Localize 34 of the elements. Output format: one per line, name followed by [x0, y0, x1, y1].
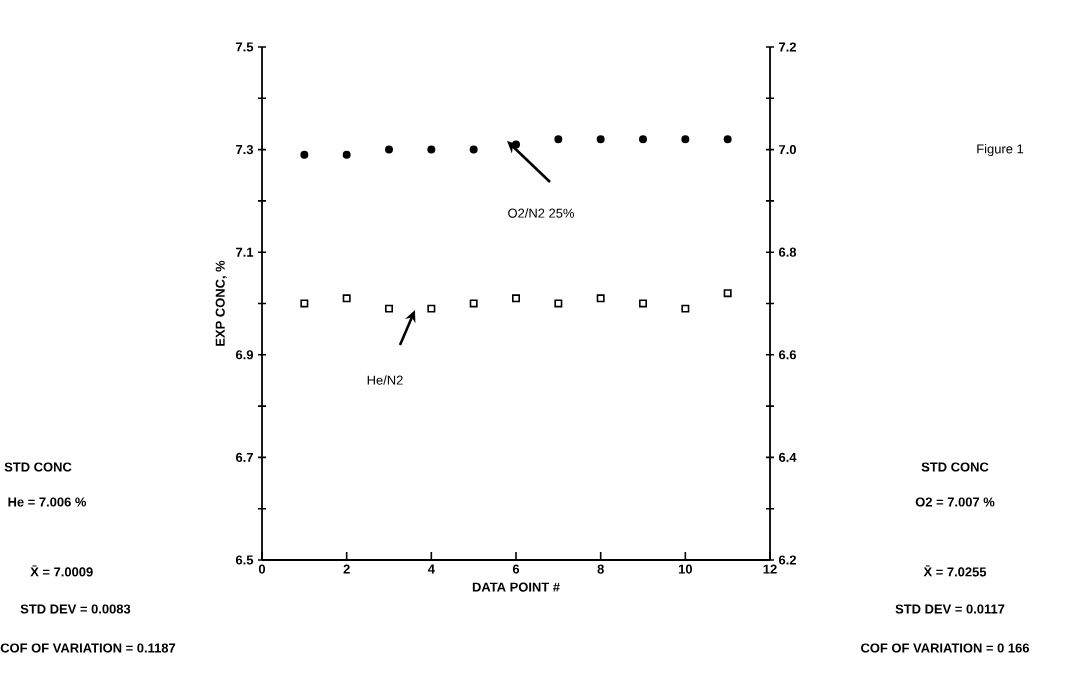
- annotation: O2/N2 25%: [508, 208, 575, 218]
- y-tick-label: 7.1: [236, 247, 254, 257]
- y-axis-title: EXP CONC, %: [215, 260, 227, 346]
- text: X̄ = 7.0255: [923, 565, 987, 577]
- y2-tick-label: 7.2: [779, 42, 796, 52]
- text: He = 7.006 %: [8, 497, 87, 507]
- y2-tick-label: 6.4: [778, 452, 797, 462]
- y-tick-label: 6.7: [235, 452, 253, 462]
- text: X̄ = 7.0009: [30, 565, 93, 577]
- text: COF OF VARIATION = 0.1187: [0, 643, 176, 653]
- text: COF OF VARIATION = 0 166: [861, 643, 1030, 653]
- text: STD CONC: [4, 462, 72, 472]
- y-tick-label: 7.3: [236, 144, 254, 155]
- x-tick-label: 10: [678, 564, 693, 574]
- text: STD DEV = 0.0083: [20, 604, 131, 614]
- text: STD CONC: [921, 462, 989, 472]
- y-tick-label: 6.9: [235, 350, 254, 360]
- caption: Figure 1: [977, 143, 1024, 157]
- y2-tick-label: 6.2: [778, 555, 796, 565]
- x-axis-title: DATA POINT #: [472, 582, 560, 592]
- x-tick-label: 4: [427, 564, 435, 574]
- text: STD DEV = 0.0117: [895, 604, 1005, 614]
- x-tick-label: 0: [258, 564, 266, 574]
- y-tick-label: 7.5: [236, 42, 254, 52]
- y2-tick-label: 7.0: [779, 144, 796, 155]
- text: O2 = 7.007 %: [915, 497, 995, 507]
- x-tick-label: 12: [763, 564, 777, 574]
- y2-tick-label: 6.6: [778, 350, 797, 360]
- x-tick-label: 2: [343, 564, 350, 574]
- y2-tick-label: 6.8: [778, 247, 797, 257]
- x-tick-label: 8: [597, 564, 604, 574]
- y-tick-label: 6.5: [235, 555, 254, 565]
- annotation: He/N2: [367, 375, 403, 385]
- x-tick-label: 6: [512, 564, 520, 574]
